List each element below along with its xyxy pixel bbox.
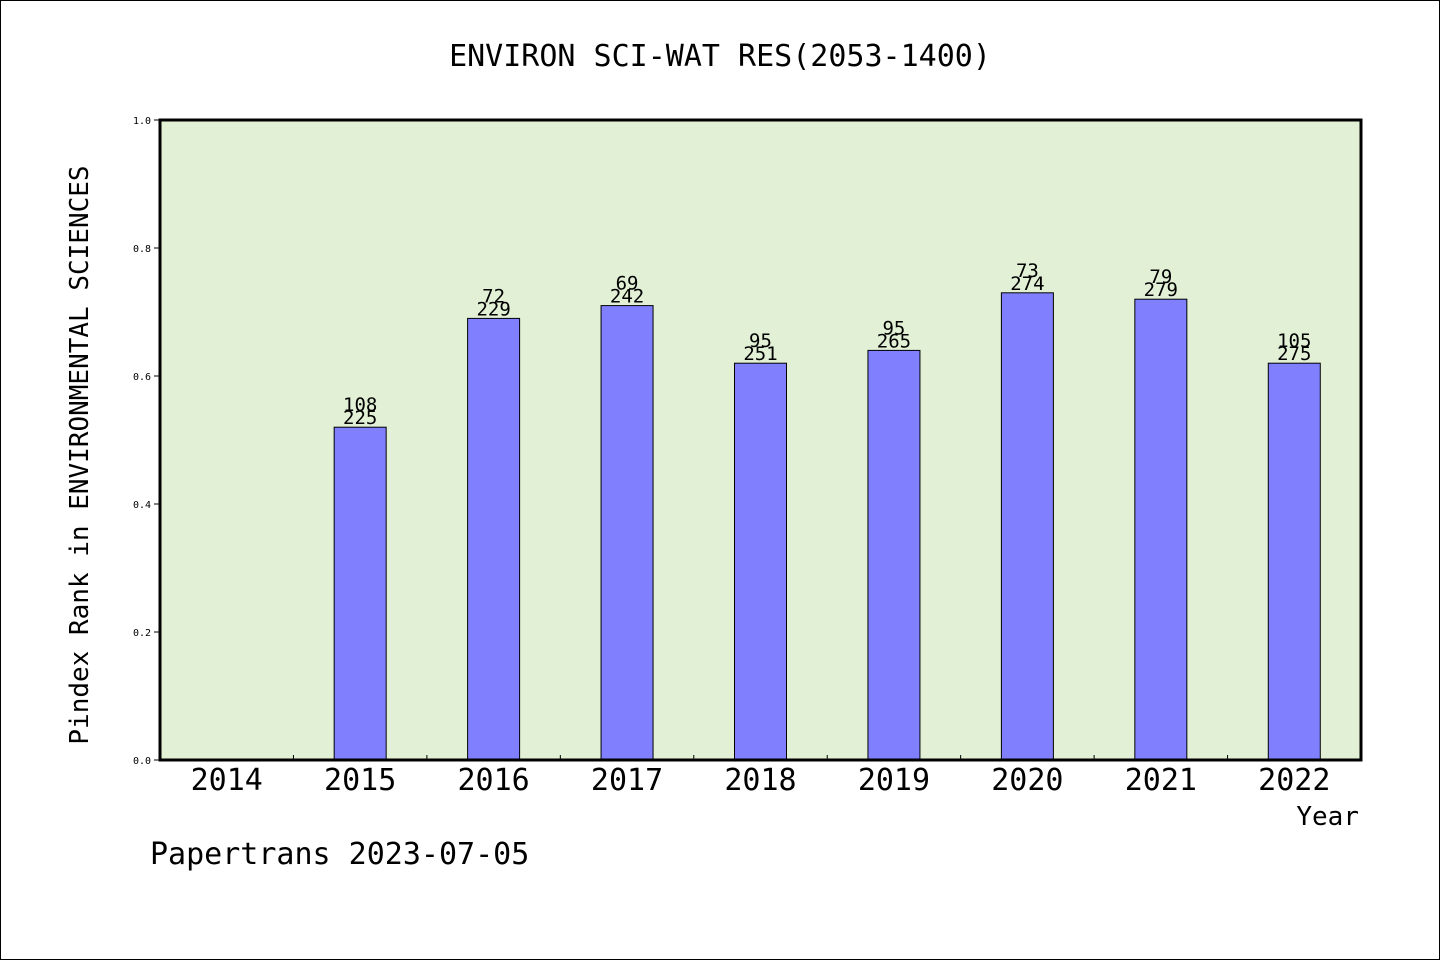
bar-total-label: 275 [1277, 343, 1311, 365]
y-tick-label: 0.0 [133, 756, 151, 767]
x-tick-label: 2014 [191, 763, 263, 798]
x-tick-label: 2020 [991, 763, 1063, 798]
bar-rank-label: 95 [882, 317, 905, 339]
bar-rank-label: 108 [343, 394, 377, 416]
bar-rank-label: 79 [1149, 266, 1172, 288]
x-axis-title: Year [1296, 802, 1359, 832]
y-tick-label: 1.0 [133, 116, 151, 127]
x-tick-label: 2016 [457, 763, 529, 798]
bar-rank-label: 69 [616, 273, 639, 295]
bar-total-label: 279 [1144, 279, 1178, 301]
y-axis-title: Pindex Rank in ENVIRONMENTAL SCIENCES [65, 165, 95, 744]
bar-total-label: 225 [343, 407, 377, 429]
bar-rank-label: 105 [1277, 330, 1311, 352]
y-tick-label: 0.8 [133, 244, 151, 255]
bar-2017 [600, 305, 654, 761]
y-axis: 0.0 0.2 0.4 0.6 0.8 1.0 [133, 116, 160, 767]
bar-2016 [467, 317, 521, 761]
bar-2021 [1134, 298, 1188, 761]
chart-title: ENVIRON SCI-WAT RES(2053-1400) [449, 39, 991, 74]
bar-total-label: 229 [476, 298, 510, 320]
y-tick-label: 0.6 [133, 372, 151, 383]
bars-group [333, 292, 1321, 761]
bar-2015 [333, 426, 387, 761]
bar-rank-label: 95 [749, 330, 772, 352]
x-tick-label: 2019 [858, 763, 930, 798]
x-tick-label: 2015 [324, 763, 396, 798]
bar-total-label: 274 [1010, 273, 1044, 295]
bar-total-label: 251 [743, 343, 777, 365]
x-tick-label: 2022 [1258, 763, 1330, 798]
bar-2018 [734, 362, 787, 761]
x-tick-label: 2018 [724, 763, 796, 798]
bar-2022 [1267, 362, 1321, 761]
x-tick-label: 2017 [591, 763, 663, 798]
plot-border [158, 118, 1363, 762]
bar-2020 [1000, 292, 1054, 761]
x-tick-label: 2021 [1125, 763, 1197, 798]
bar-2019 [867, 349, 921, 761]
bar-rank-label: 73 [1016, 260, 1039, 282]
bar-total-label: 265 [877, 330, 911, 352]
bar-total-label: 242 [610, 286, 644, 308]
y-tick-label: 0.4 [133, 500, 151, 511]
bar-rank-label: 72 [482, 285, 505, 307]
x-axis: 2014 2015 2016 2017 2018 2019 2020 2021 2022 [191, 755, 1330, 798]
y-tick-label: 0.2 [133, 628, 151, 639]
footer-watermark: Papertrans 2023-07-05 [150, 837, 529, 872]
